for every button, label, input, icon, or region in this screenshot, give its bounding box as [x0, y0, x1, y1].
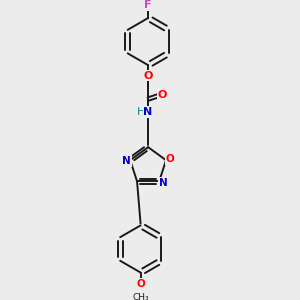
Text: O: O	[158, 90, 167, 100]
Text: O: O	[165, 154, 174, 164]
Text: F: F	[144, 0, 152, 10]
Text: CH₃: CH₃	[132, 292, 149, 300]
Text: N: N	[143, 107, 153, 117]
Text: O: O	[143, 70, 153, 80]
Text: N: N	[122, 156, 131, 166]
Text: H: H	[136, 107, 145, 117]
Text: O: O	[136, 279, 145, 289]
Text: N: N	[159, 178, 167, 188]
